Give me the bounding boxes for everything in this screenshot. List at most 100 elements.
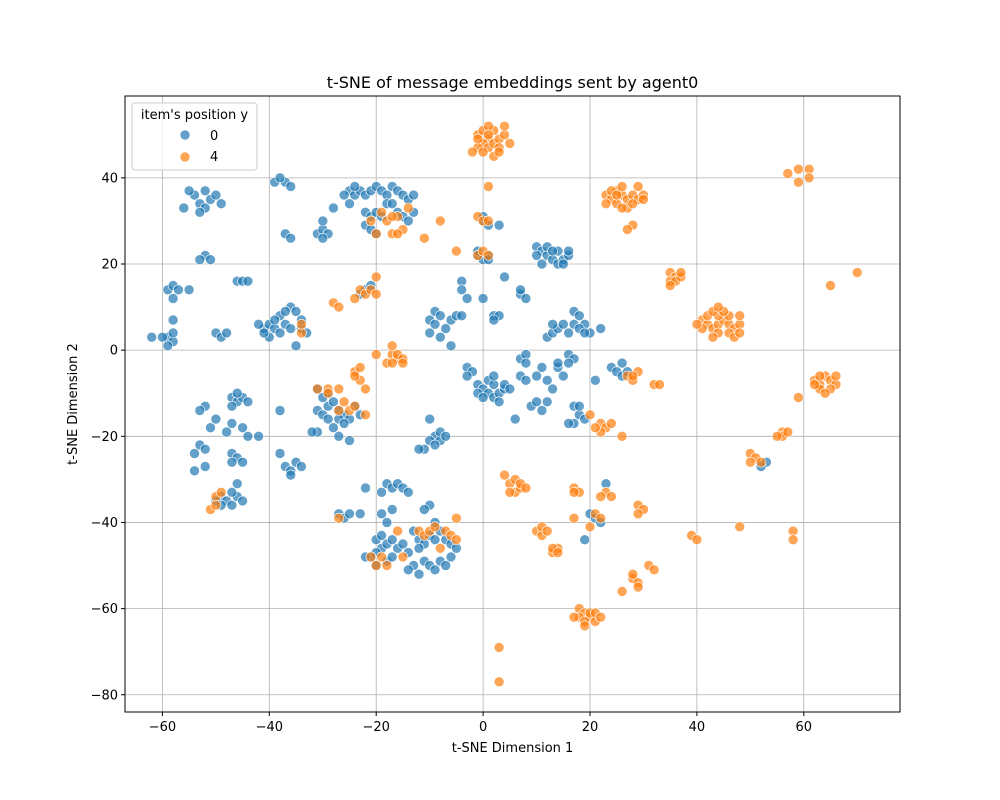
y-axis-label: t-SNE Dimension 2 (66, 343, 81, 465)
data-point-series-0 (493, 396, 505, 408)
data-point-series-0 (306, 426, 318, 438)
legend-title: item's position y (141, 108, 248, 123)
data-point-series-0 (226, 418, 238, 429)
data-point-series-0 (194, 254, 206, 266)
data-point-series-0 (285, 181, 297, 192)
data-point-series-4 (504, 486, 516, 498)
data-point-series-0 (386, 198, 398, 209)
x-axis-label: t-SNE Dimension 1 (452, 741, 574, 756)
data-point-series-4 (793, 392, 804, 403)
data-point-series-4 (483, 215, 494, 227)
data-point-series-0 (242, 396, 254, 408)
data-point-series-4 (552, 547, 564, 558)
data-point-series-0 (338, 189, 350, 201)
data-point-series-0 (557, 370, 569, 382)
data-point-series-0 (279, 306, 291, 317)
legend-label-4: 4 (210, 150, 218, 165)
y-axis-ticks: −80 −60 −40 −20 0 20 40 (91, 171, 125, 703)
data-point-series-0 (386, 504, 398, 515)
data-point-series-4 (638, 194, 649, 205)
data-point-series-0 (440, 560, 452, 571)
data-point-series-4 (392, 525, 403, 537)
data-point-series-4 (600, 198, 612, 209)
data-point-series-4 (349, 400, 361, 412)
data-point-series-4 (365, 551, 377, 563)
data-point-series-0 (199, 461, 211, 472)
data-point-series-0 (194, 207, 206, 218)
data-point-series-0 (509, 413, 521, 425)
data-point-series-4 (793, 176, 804, 188)
data-point-series-0 (354, 508, 366, 520)
chart-title: t-SNE of message embeddings sent by agen… (327, 73, 699, 92)
data-point-series-4 (851, 267, 863, 278)
data-point-series-0 (563, 327, 574, 339)
data-point-series-4 (386, 357, 398, 369)
data-point-series-0 (296, 461, 307, 472)
y-tick-label: 0 (110, 344, 118, 359)
data-point-series-0 (434, 310, 446, 322)
data-point-series-0 (226, 400, 238, 412)
data-point-series-0 (440, 323, 452, 334)
data-point-series-0 (285, 323, 297, 334)
data-point-series-4 (483, 129, 494, 141)
data-point-series-0 (167, 314, 179, 326)
data-point-series-0 (242, 430, 254, 442)
x-tick-label: −20 (362, 720, 389, 735)
data-point-series-0 (418, 504, 430, 515)
data-point-series-0 (328, 396, 339, 408)
data-point-series-0 (563, 245, 574, 257)
data-point-series-4 (654, 379, 665, 390)
legend-marker-4 (179, 151, 191, 163)
data-point-series-4 (627, 370, 639, 382)
legend-box (131, 102, 258, 171)
y-tick-label: −40 (91, 516, 118, 531)
data-point-series-4 (499, 120, 510, 132)
data-point-series-4 (386, 340, 398, 352)
data-point-series-4 (296, 318, 307, 330)
data-point-series-4 (360, 383, 371, 395)
x-tick-label: −60 (149, 720, 176, 735)
data-point-series-4 (803, 172, 815, 184)
data-point-series-0 (531, 250, 542, 261)
data-point-series-4 (429, 521, 441, 533)
data-point-series-4 (312, 383, 323, 395)
data-point-series-4 (755, 456, 767, 468)
data-point-series-0 (429, 439, 441, 451)
data-point-series-0 (477, 293, 489, 304)
data-point-series-0 (226, 499, 238, 511)
data-point-series-4 (771, 430, 783, 442)
data-point-series-4 (370, 288, 382, 300)
data-point-series-4 (520, 482, 532, 494)
data-point-series-4 (793, 163, 804, 175)
data-point-series-0 (344, 198, 355, 209)
data-point-series-4 (589, 422, 601, 434)
data-point-series-0 (616, 357, 628, 369)
data-point-series-0 (183, 284, 195, 296)
data-point-series-4 (483, 181, 494, 192)
data-point-series-0 (456, 310, 468, 322)
data-point-series-4 (627, 198, 639, 209)
data-point-series-4 (338, 396, 350, 408)
data-point-series-0 (210, 189, 222, 201)
data-point-series-0 (285, 469, 297, 481)
data-point-series-0 (429, 534, 441, 546)
data-point-series-4 (386, 211, 398, 222)
data-point-series-0 (429, 318, 441, 330)
data-point-series-0 (402, 215, 414, 227)
data-point-series-0 (333, 430, 345, 442)
data-point-series-0 (290, 340, 302, 352)
data-point-series-4 (568, 486, 580, 498)
data-point-series-4 (370, 560, 382, 571)
data-point-series-4 (451, 512, 462, 524)
data-point-series-4 (434, 215, 446, 227)
data-point-series-0 (536, 362, 548, 373)
plot-frame (124, 95, 901, 713)
data-point-series-0 (317, 232, 329, 244)
data-point-series-0 (557, 318, 569, 330)
data-point-series-0 (237, 495, 248, 507)
data-point-series-0 (167, 327, 179, 339)
data-point-series-0 (274, 405, 286, 416)
data-point-series-4 (493, 146, 505, 158)
data-point-series-4 (734, 327, 746, 339)
data-point-series-4 (376, 207, 387, 218)
